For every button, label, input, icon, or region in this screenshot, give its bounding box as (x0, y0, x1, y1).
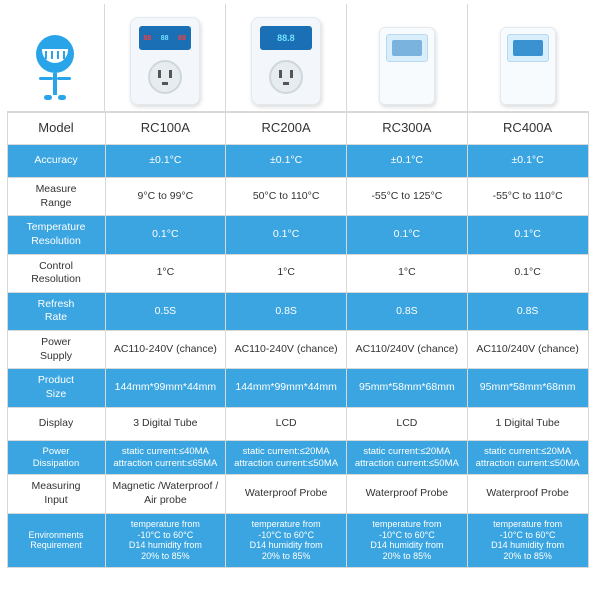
row-label: TemperatureResolution (7, 216, 105, 254)
cell-0-1: ±0.1°C (226, 145, 347, 178)
model-label: Model (7, 113, 105, 145)
spec-row: ControlResolution1°C1°C1°C0.1°C (7, 254, 588, 292)
spec-row: PowerSupplyAC110-240V (chance)AC110-240V… (7, 331, 588, 369)
cell-1-2: -55°C to 125°C (347, 178, 468, 216)
cell-8-1: static current:≤20MAattraction current:≤… (226, 440, 347, 475)
cell-5-1: AC110-240V (chance) (226, 331, 347, 369)
device-icon (500, 27, 556, 105)
cell-6-3: 95mm*58mm*68mm (467, 369, 588, 407)
cell-0-2: ±0.1°C (347, 145, 468, 178)
model-name-0: RC100A (105, 113, 226, 145)
cell-2-2: 0.1°C (347, 216, 468, 254)
cell-5-0: AC110-240V (chance) (105, 331, 226, 369)
cell-3-0: 1°C (105, 254, 226, 292)
cell-5-3: AC110/240V (chance) (467, 331, 588, 369)
row-label: Accuracy (7, 145, 105, 178)
model-name-1: RC200A (226, 113, 347, 145)
mascot-icon (30, 35, 80, 105)
cell-6-2: 95mm*58mm*68mm (347, 369, 468, 407)
cell-1-1: 50°C to 110°C (226, 178, 347, 216)
cell-4-1: 0.8S (226, 292, 347, 330)
cell-6-0: 144mm*99mm*44mm (105, 369, 226, 407)
cell-9-1: Waterproof Probe (226, 475, 347, 513)
cell-4-0: 0.5S (105, 292, 226, 330)
row-label: ControlResolution (7, 254, 105, 292)
cell-4-3: 0.8S (467, 292, 588, 330)
model-name-3: RC400A (467, 113, 588, 145)
cell-8-0: static current:≤40MAattraction current:≤… (105, 440, 226, 475)
product-image-rc300a (347, 4, 468, 111)
spec-row: PowerDissipationstatic current:≤40MAattr… (7, 440, 588, 475)
cell-8-2: static current:≤20MAattraction current:≤… (347, 440, 468, 475)
product-image-rc200a: 88.8 (226, 4, 347, 111)
cell-3-1: 1°C (226, 254, 347, 292)
spec-row: Display3 Digital TubeLCDLCD1 Digital Tub… (7, 407, 588, 440)
spec-row: MeasureRange9°C to 99°C50°C to 110°C-55°… (7, 178, 588, 216)
header-images-row: 888888 88.8 (7, 4, 589, 112)
spec-row: Accuracy±0.1°C±0.1°C±0.1°C±0.1°C (7, 145, 588, 178)
cell-10-0: temperature from-10°C to 60°CD14 humidit… (105, 513, 226, 567)
cell-6-1: 144mm*99mm*44mm (226, 369, 347, 407)
spec-row: EnvironmentsRequirementtemperature from-… (7, 513, 588, 567)
spec-row: TemperatureResolution0.1°C0.1°C0.1°C0.1°… (7, 216, 588, 254)
cell-10-3: temperature from-10°C to 60°CD14 humidit… (467, 513, 588, 567)
row-label: Display (7, 407, 105, 440)
row-label: RefreshRate (7, 292, 105, 330)
device-icon: 88.8 (251, 17, 321, 105)
cell-3-3: 0.1°C (467, 254, 588, 292)
cell-9-2: Waterproof Probe (347, 475, 468, 513)
row-label: MeasureRange (7, 178, 105, 216)
cell-0-0: ±0.1°C (105, 145, 226, 178)
cell-7-1: LCD (226, 407, 347, 440)
spec-row: RefreshRate0.5S0.8S0.8S0.8S (7, 292, 588, 330)
cell-9-0: Magnetic /Waterproof / Air probe (105, 475, 226, 513)
device-icon: 888888 (130, 17, 200, 105)
cell-10-1: temperature from-10°C to 60°CD14 humidit… (226, 513, 347, 567)
spec-row: MeasuringInputMagnetic /Waterproof / Air… (7, 475, 588, 513)
row-label: PowerDissipation (7, 440, 105, 475)
row-label: EnvironmentsRequirement (7, 513, 105, 567)
cell-2-1: 0.1°C (226, 216, 347, 254)
cell-8-3: static current:≤20MAattraction current:≤… (467, 440, 588, 475)
product-image-rc100a: 888888 (105, 4, 226, 111)
mascot-cell (7, 4, 105, 111)
device-icon (379, 27, 435, 105)
cell-1-0: 9°C to 99°C (105, 178, 226, 216)
cell-0-3: ±0.1°C (467, 145, 588, 178)
cell-4-2: 0.8S (347, 292, 468, 330)
cell-5-2: AC110/240V (chance) (347, 331, 468, 369)
cell-7-0: 3 Digital Tube (105, 407, 226, 440)
comparison-table-wrap: 888888 88.8 ModelRC (3, 0, 593, 572)
spec-table: ModelRC100ARC200ARC300ARC400AAccuracy±0.… (7, 112, 589, 568)
cell-2-0: 0.1°C (105, 216, 226, 254)
cell-1-3: -55°C to 110°C (467, 178, 588, 216)
spec-row: ProductSize144mm*99mm*44mm144mm*99mm*44m… (7, 369, 588, 407)
model-row: ModelRC100ARC200ARC300ARC400A (7, 113, 588, 145)
cell-2-3: 0.1°C (467, 216, 588, 254)
cell-10-2: temperature from-10°C to 60°CD14 humidit… (347, 513, 468, 567)
cell-7-2: LCD (347, 407, 468, 440)
cell-9-3: Waterproof Probe (467, 475, 588, 513)
row-label: ProductSize (7, 369, 105, 407)
row-label: MeasuringInput (7, 475, 105, 513)
cell-7-3: 1 Digital Tube (467, 407, 588, 440)
product-image-rc400a (468, 4, 588, 111)
cell-3-2: 1°C (347, 254, 468, 292)
row-label: PowerSupply (7, 331, 105, 369)
model-name-2: RC300A (347, 113, 468, 145)
